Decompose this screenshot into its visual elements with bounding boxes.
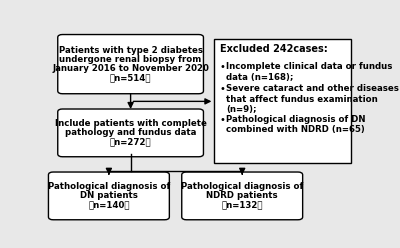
Text: （n=140）: （n=140） (88, 200, 130, 209)
Text: NDRD patients: NDRD patients (206, 191, 278, 200)
Text: Pathological diagnosis of DN
combined with NDRD (n=65): Pathological diagnosis of DN combined wi… (226, 115, 366, 134)
Text: （n=272）: （n=272） (110, 137, 152, 146)
Text: DN patients: DN patients (80, 191, 138, 200)
Text: Incomplete clinical data or fundus
data (n=168);: Incomplete clinical data or fundus data … (226, 62, 392, 82)
Text: •: • (220, 115, 226, 125)
Text: Excluded 242cases:: Excluded 242cases: (220, 44, 328, 54)
Text: •: • (220, 84, 226, 94)
FancyBboxPatch shape (214, 39, 351, 163)
FancyBboxPatch shape (58, 34, 204, 94)
Text: Severe cataract and other diseases
that affect fundus examination
(n=9);: Severe cataract and other diseases that … (226, 84, 399, 114)
FancyBboxPatch shape (48, 172, 169, 220)
Text: •: • (220, 62, 226, 72)
Text: Patients with type 2 diabetes: Patients with type 2 diabetes (59, 46, 203, 55)
Text: Pathological diagnosis of: Pathological diagnosis of (48, 183, 170, 191)
FancyBboxPatch shape (182, 172, 303, 220)
FancyBboxPatch shape (58, 109, 204, 157)
Text: （n=132）: （n=132） (222, 200, 263, 209)
Text: January 2016 to November 2020: January 2016 to November 2020 (52, 64, 209, 73)
Text: Include patients with complete: Include patients with complete (55, 120, 206, 128)
Text: Pathological diagnosis of: Pathological diagnosis of (181, 183, 303, 191)
Text: pathology and fundus data: pathology and fundus data (65, 128, 196, 137)
Text: undergone renal biopsy from: undergone renal biopsy from (60, 55, 202, 64)
Text: （n=514）: （n=514） (110, 73, 151, 82)
